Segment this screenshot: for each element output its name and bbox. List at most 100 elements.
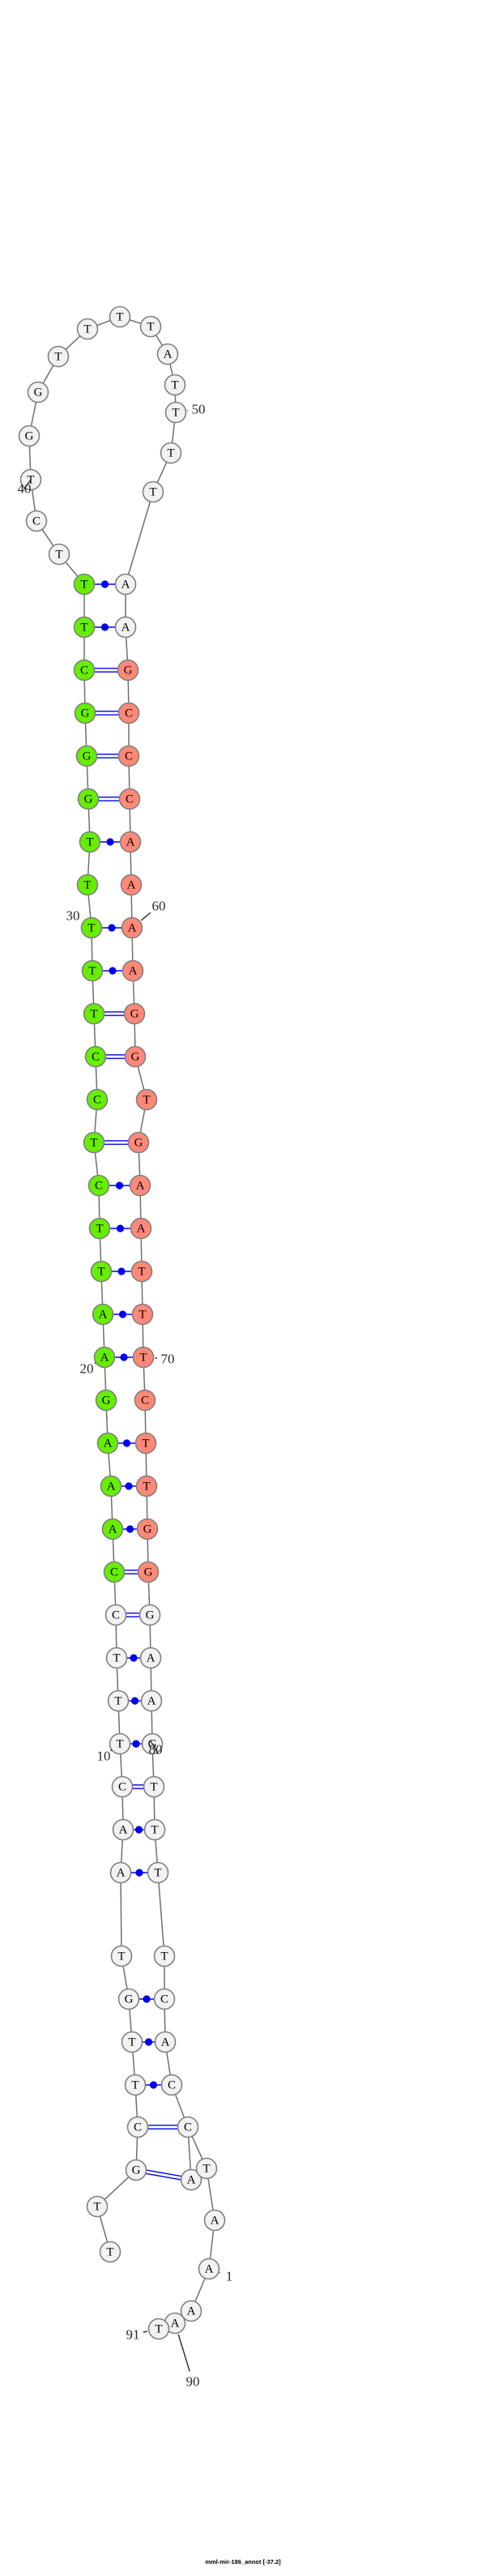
nucleotide-circle[interactable] (119, 831, 142, 853)
nucleotide-circle[interactable] (139, 1647, 162, 1669)
nucleotide-9[interactable]: A (109, 1861, 132, 1884)
nucleotide-44[interactable]: G (27, 381, 49, 404)
nucleotide-71[interactable]: T (131, 1303, 154, 1326)
nucleotide-58[interactable]: C (117, 745, 140, 767)
nucleotide-circle[interactable] (117, 702, 140, 724)
nucleotide-circle[interactable] (76, 318, 99, 340)
nucleotide-circle[interactable] (47, 345, 70, 368)
nucleotide-circle[interactable] (76, 874, 99, 896)
nucleotide-circle[interactable] (109, 305, 131, 328)
nucleotide-circle[interactable] (136, 1518, 159, 1540)
nucleotide-29[interactable]: T (83, 1002, 105, 1025)
nucleotide-36[interactable]: G (74, 702, 96, 724)
nucleotide-circle[interactable] (130, 1260, 153, 1283)
nucleotide-35[interactable]: G (75, 745, 98, 767)
nucleotide-circle[interactable] (109, 1732, 131, 1755)
nucleotide-circle[interactable] (73, 616, 96, 639)
nucleotide-37[interactable]: C (73, 659, 96, 681)
nucleotide-17[interactable]: A (101, 1518, 124, 1540)
nucleotide-15[interactable]: C (104, 1604, 127, 1626)
nucleotide-64[interactable]: G (123, 1002, 146, 1025)
nucleotide-loop-2[interactable]: A (198, 2258, 220, 2280)
nucleotide-circle[interactable] (107, 1690, 130, 1712)
nucleotide-53[interactable]: T (142, 481, 164, 503)
nucleotide-75[interactable]: T (135, 1475, 158, 1497)
nucleotide-circle[interactable] (86, 2195, 109, 2218)
nucleotide-circle[interactable] (110, 1945, 133, 1967)
nucleotide-92[interactable]: T (147, 2318, 170, 2340)
nucleotide-circle[interactable] (125, 2159, 147, 2181)
nucleotide-circle[interactable] (74, 702, 96, 724)
nucleotide-52[interactable]: T (160, 442, 182, 464)
nucleotide-circle[interactable] (25, 510, 48, 532)
nucleotide-circle[interactable] (180, 2300, 202, 2322)
nucleotide-circle[interactable] (88, 1217, 111, 1240)
nucleotide-67[interactable]: G (127, 1131, 150, 1154)
nucleotide-1[interactable]: T (99, 2241, 122, 2263)
nucleotide-circle[interactable] (117, 1988, 140, 2010)
nucleotide-25[interactable]: C (87, 1174, 110, 1197)
nucleotide-circle[interactable] (122, 959, 144, 982)
nucleotide-circle[interactable] (27, 381, 49, 404)
nucleotide-3[interactable]: G (125, 2159, 147, 2181)
nucleotide-circle[interactable] (79, 831, 101, 853)
nucleotide-23[interactable]: T (90, 1260, 113, 1283)
nucleotide-2[interactable]: T (86, 2195, 109, 2218)
nucleotide-24[interactable]: T (88, 1217, 111, 1240)
nucleotide-circle[interactable] (77, 788, 100, 810)
nucleotide-40[interactable]: T (48, 543, 70, 566)
nucleotide-16[interactable]: C (103, 1561, 126, 1583)
nucleotide-loop-3[interactable]: A (180, 2300, 202, 2322)
nucleotide-31[interactable]: T (80, 916, 103, 939)
nucleotide-55[interactable]: A (114, 616, 137, 639)
nucleotide-11[interactable]: C (111, 1775, 134, 1798)
nucleotide-4[interactable]: C (126, 2116, 149, 2138)
nucleotide-circle[interactable] (95, 1389, 117, 1412)
nucleotide-21[interactable]: A (93, 1346, 116, 1369)
nucleotide-circle[interactable] (75, 745, 98, 767)
nucleotide-circle[interactable] (114, 573, 137, 596)
nucleotide-circle[interactable] (19, 468, 42, 491)
nucleotide-circle[interactable] (83, 1002, 105, 1025)
nucleotide-89[interactable]: C (177, 2116, 199, 2138)
nucleotide-circle[interactable] (142, 481, 164, 503)
nucleotide-circle[interactable] (137, 1561, 160, 1583)
nucleotide-50[interactable]: T (164, 374, 186, 396)
nucleotide-circle[interactable] (143, 1818, 166, 1841)
nucleotide-10[interactable]: A (112, 1818, 134, 1841)
nucleotide-circle[interactable] (92, 1303, 114, 1326)
nucleotide-77[interactable]: G (137, 1561, 160, 1583)
nucleotide-circle[interactable] (124, 1045, 147, 1068)
nucleotide-circle[interactable] (164, 374, 186, 396)
nucleotide-circle[interactable] (114, 616, 137, 639)
nucleotide-circle[interactable] (93, 1346, 116, 1369)
nucleotide-59[interactable]: C (118, 788, 141, 810)
nucleotide-80[interactable]: A (140, 1690, 163, 1712)
nucleotide-22[interactable]: A (92, 1303, 114, 1326)
nucleotide-circle[interactable] (198, 2258, 220, 2280)
nucleotide-18[interactable]: A (100, 1475, 122, 1497)
nucleotide-43[interactable]: G (18, 425, 40, 447)
nucleotide-42[interactable]: T (19, 468, 42, 491)
nucleotide-circle[interactable] (132, 1346, 155, 1369)
nucleotide-62[interactable]: A (121, 916, 143, 939)
nucleotide-circle[interactable] (105, 1647, 128, 1669)
nucleotide-49[interactable]: A (156, 343, 179, 365)
nucleotide-48[interactable]: T (139, 315, 162, 338)
nucleotide-circle[interactable] (154, 2031, 177, 2053)
nucleotide-circle[interactable] (117, 745, 140, 767)
nucleotide-circle[interactable] (134, 1389, 156, 1412)
nucleotide-5[interactable]: T (124, 2074, 147, 2096)
nucleotide-circle[interactable] (104, 1604, 127, 1626)
nucleotide-circle[interactable] (123, 1002, 146, 1025)
nucleotide-13[interactable]: T (107, 1690, 130, 1712)
nucleotide-46[interactable]: T (76, 318, 99, 340)
nucleotide-12[interactable]: T (109, 1732, 131, 1755)
nucleotide-73[interactable]: C (134, 1389, 156, 1412)
nucleotide-85[interactable]: T (153, 1945, 176, 1967)
nucleotide-88[interactable]: C (160, 2074, 183, 2096)
nucleotide-84[interactable]: T (147, 1861, 169, 1884)
nucleotide-74[interactable]: T (134, 1432, 157, 1455)
nucleotide-circle[interactable] (195, 2157, 218, 2180)
nucleotide-65[interactable]: G (124, 1045, 147, 1068)
